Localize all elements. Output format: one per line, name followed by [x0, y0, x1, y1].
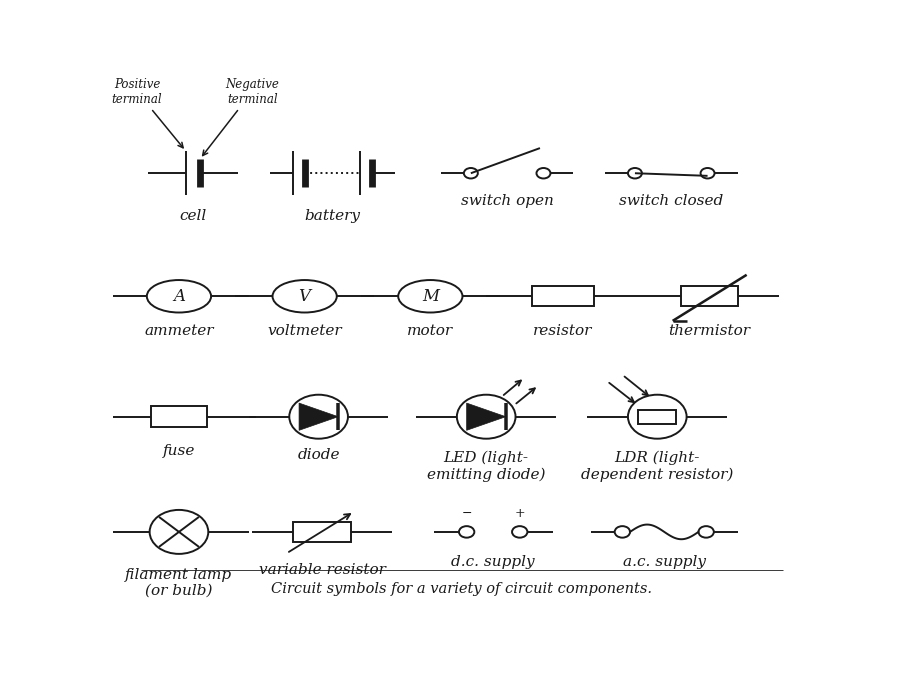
Text: Positive
terminal: Positive terminal [112, 78, 183, 148]
Bar [151, 406, 207, 427]
Polygon shape [299, 403, 338, 430]
Text: LED (light-
emitting diode): LED (light- emitting diode) [427, 451, 545, 482]
Text: −: − [461, 507, 472, 520]
Text: fuse: fuse [163, 444, 196, 458]
Text: filament lamp
(or bulb): filament lamp (or bulb) [125, 568, 232, 598]
Bar [639, 410, 676, 424]
Text: variable resistor: variable resistor [259, 563, 386, 577]
Text: motor: motor [407, 324, 453, 338]
Text: A: A [173, 288, 185, 305]
Bar [294, 522, 350, 542]
Bar [681, 286, 738, 306]
Text: switch open: switch open [460, 194, 553, 208]
Text: battery: battery [305, 209, 360, 223]
Text: Circuit symbols for a variety of circuit components.: Circuit symbols for a variety of circuit… [271, 583, 652, 596]
Text: +: + [514, 507, 525, 520]
Text: thermistor: thermistor [669, 324, 751, 337]
Text: voltmeter: voltmeter [268, 324, 342, 338]
Text: LDR (light-
dependent resistor): LDR (light- dependent resistor) [581, 451, 733, 482]
Bar [532, 286, 595, 306]
Text: d.c. supply: d.c. supply [451, 556, 535, 569]
Text: M: M [422, 288, 439, 305]
Polygon shape [467, 403, 505, 430]
Text: ammeter: ammeter [144, 324, 214, 338]
Text: resistor: resistor [533, 324, 593, 337]
Text: cell: cell [179, 209, 206, 223]
Text: a.c. supply: a.c. supply [623, 556, 705, 569]
Text: switch closed: switch closed [619, 194, 724, 208]
Text: V: V [298, 288, 311, 305]
Text: Negative
terminal: Negative terminal [203, 78, 279, 156]
Text: diode: diode [297, 448, 340, 462]
